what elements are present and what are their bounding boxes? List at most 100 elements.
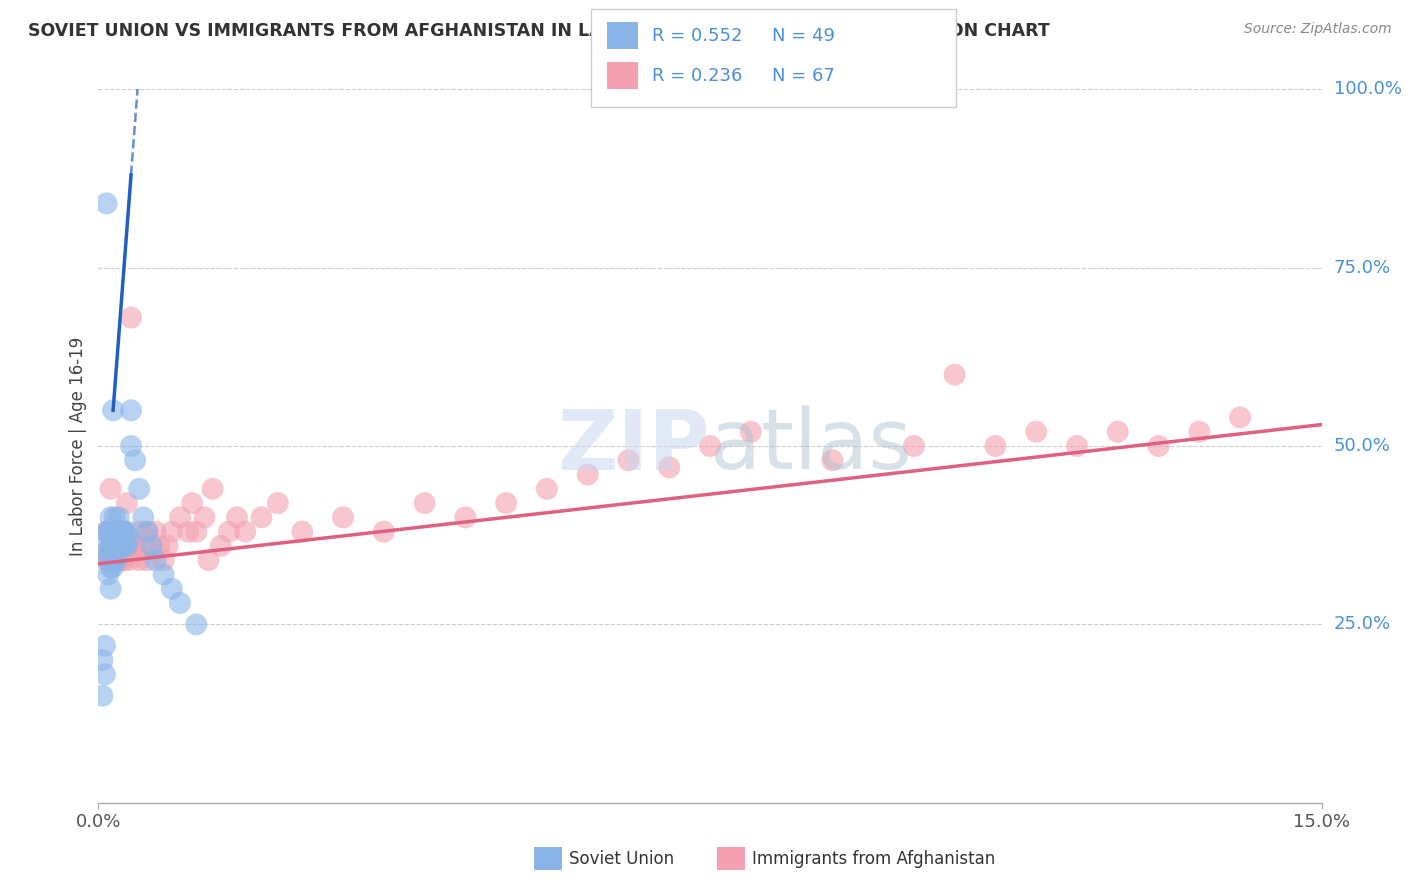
Point: [1229, 410, 1251, 425]
Text: 75.0%: 75.0%: [1334, 259, 1391, 277]
Point: [186, 617, 208, 632]
Point: [124, 539, 146, 553]
Point: [1147, 439, 1170, 453]
Point: [141, 539, 163, 553]
Point: [120, 403, 142, 417]
Point: [104, 553, 127, 567]
Point: [115, 524, 138, 539]
Point: [91, 653, 114, 667]
Point: [495, 496, 517, 510]
Point: [177, 524, 200, 539]
Point: [96, 539, 118, 553]
Point: [1025, 425, 1047, 439]
Point: [250, 510, 273, 524]
Point: [105, 553, 128, 567]
Point: [115, 539, 138, 553]
Point: [100, 510, 122, 524]
Point: [156, 539, 179, 553]
Y-axis label: In Labor Force | Age 16-19: In Labor Force | Age 16-19: [69, 336, 87, 556]
Point: [1107, 425, 1129, 439]
Point: [96, 196, 118, 211]
Point: [100, 560, 122, 574]
Point: [108, 510, 131, 524]
Text: Soviet Union: Soviet Union: [569, 850, 675, 868]
Point: [96, 553, 118, 567]
Point: [197, 553, 219, 567]
Point: [169, 510, 191, 524]
Point: [114, 524, 136, 539]
Point: [120, 539, 142, 553]
Point: [104, 510, 127, 524]
Point: [94, 546, 117, 560]
Point: [110, 539, 132, 553]
Point: [120, 310, 142, 325]
Point: [100, 582, 122, 596]
Point: [141, 539, 163, 553]
Point: [186, 524, 208, 539]
Point: [101, 539, 124, 553]
Point: [903, 439, 925, 453]
Text: 25.0%: 25.0%: [1334, 615, 1391, 633]
Point: [160, 524, 183, 539]
Point: [120, 439, 142, 453]
Point: [104, 524, 127, 539]
Text: ZIP: ZIP: [558, 406, 710, 486]
Point: [105, 539, 128, 553]
Point: [233, 524, 256, 539]
Point: [145, 524, 167, 539]
Text: N = 67: N = 67: [772, 67, 835, 85]
Text: SOVIET UNION VS IMMIGRANTS FROM AFGHANISTAN IN LABOR FORCE | AGE 16-19 CORRELATI: SOVIET UNION VS IMMIGRANTS FROM AFGHANIS…: [28, 22, 1050, 40]
Point: [413, 496, 436, 510]
Point: [101, 560, 124, 574]
Point: [454, 510, 477, 524]
Point: [97, 546, 120, 560]
Point: [94, 639, 117, 653]
Point: [96, 524, 118, 539]
Point: [104, 524, 127, 539]
Point: [111, 524, 134, 539]
Point: [115, 539, 138, 553]
Point: [118, 553, 141, 567]
Point: [115, 496, 138, 510]
Point: [111, 539, 134, 553]
Point: [100, 524, 122, 539]
Point: [136, 553, 159, 567]
Point: [104, 553, 127, 567]
Point: [100, 539, 122, 553]
Point: [821, 453, 844, 467]
Point: [132, 539, 155, 553]
Point: [740, 425, 762, 439]
Point: [201, 482, 224, 496]
Point: [101, 403, 124, 417]
Point: [97, 567, 120, 582]
Point: [128, 524, 150, 539]
Point: [145, 553, 167, 567]
Point: [226, 510, 249, 524]
Point: [110, 524, 132, 539]
Point: [110, 553, 132, 567]
Point: [94, 667, 117, 681]
Point: [97, 524, 120, 539]
Point: [209, 539, 232, 553]
Point: [291, 524, 314, 539]
Point: [576, 467, 599, 482]
Point: [91, 689, 114, 703]
Text: atlas: atlas: [710, 406, 911, 486]
Point: [100, 539, 122, 553]
Text: 50.0%: 50.0%: [1334, 437, 1391, 455]
Point: [108, 524, 131, 539]
Text: Immigrants from Afghanistan: Immigrants from Afghanistan: [752, 850, 995, 868]
Point: [111, 524, 134, 539]
Point: [105, 539, 128, 553]
Point: [128, 482, 150, 496]
Point: [108, 524, 131, 539]
Point: [152, 567, 174, 582]
Point: [132, 510, 155, 524]
Point: [152, 553, 174, 567]
Point: [169, 596, 191, 610]
Point: [118, 532, 141, 546]
Point: [984, 439, 1007, 453]
Point: [104, 539, 127, 553]
Point: [97, 553, 120, 567]
Point: [128, 553, 150, 567]
